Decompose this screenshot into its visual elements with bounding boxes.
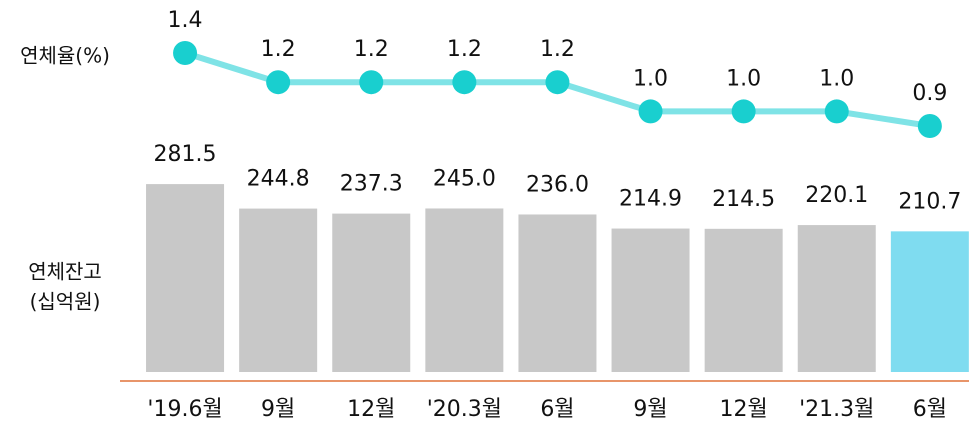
y-axis-label: 연체잔고 (28, 260, 102, 284)
data-label: 1.0 (819, 66, 854, 91)
data-label: 220.1 (805, 183, 868, 208)
marker (638, 99, 663, 124)
bar (797, 225, 876, 372)
data-label: 210.7 (898, 189, 961, 214)
y-axis-label: (십억원) (30, 290, 101, 314)
marker (917, 114, 942, 138)
data-label: 1.2 (354, 37, 389, 62)
data-label: 237.3 (340, 172, 403, 197)
data-label: 245.0 (433, 166, 496, 191)
x-tick-label: 12월 (720, 397, 768, 422)
x-tick-label: 9월 (633, 397, 667, 422)
bar (890, 231, 969, 372)
x-tick-label: 9월 (261, 397, 295, 422)
bar (239, 208, 318, 372)
bar (425, 208, 504, 372)
data-label: 0.9 (912, 81, 947, 106)
data-label: 214.5 (712, 187, 775, 212)
data-label: 236.0 (526, 172, 589, 197)
bar (332, 213, 411, 372)
marker (173, 41, 198, 65)
y2-axis-label: 연체율(%) (20, 44, 110, 68)
x-tick-label: 6월 (913, 397, 947, 422)
data-label: 244.8 (247, 167, 310, 192)
bar (518, 214, 597, 372)
x-tick-label: '21.3월 (799, 397, 874, 422)
x-tick-label: 12월 (347, 397, 395, 422)
bar (611, 228, 690, 372)
data-label: 1.2 (447, 37, 482, 62)
marker (452, 70, 477, 95)
data-label: 1.4 (168, 8, 203, 33)
x-tick-label: '19.6월 (147, 397, 222, 422)
marker (545, 70, 570, 95)
data-label: 281.5 (154, 142, 217, 167)
data-label: 1.0 (726, 66, 761, 91)
data-label: 1.2 (540, 37, 575, 62)
marker (824, 99, 849, 124)
marker (359, 70, 384, 95)
x-tick-label: 6월 (540, 397, 574, 422)
data-label: 1.2 (261, 37, 296, 62)
marker (266, 70, 291, 95)
bar (146, 184, 225, 372)
bar (704, 228, 783, 372)
data-label: 1.0 (633, 66, 668, 91)
data-label: 214.9 (619, 187, 682, 212)
x-tick-label: '20.3월 (427, 397, 502, 422)
marker (731, 99, 756, 124)
